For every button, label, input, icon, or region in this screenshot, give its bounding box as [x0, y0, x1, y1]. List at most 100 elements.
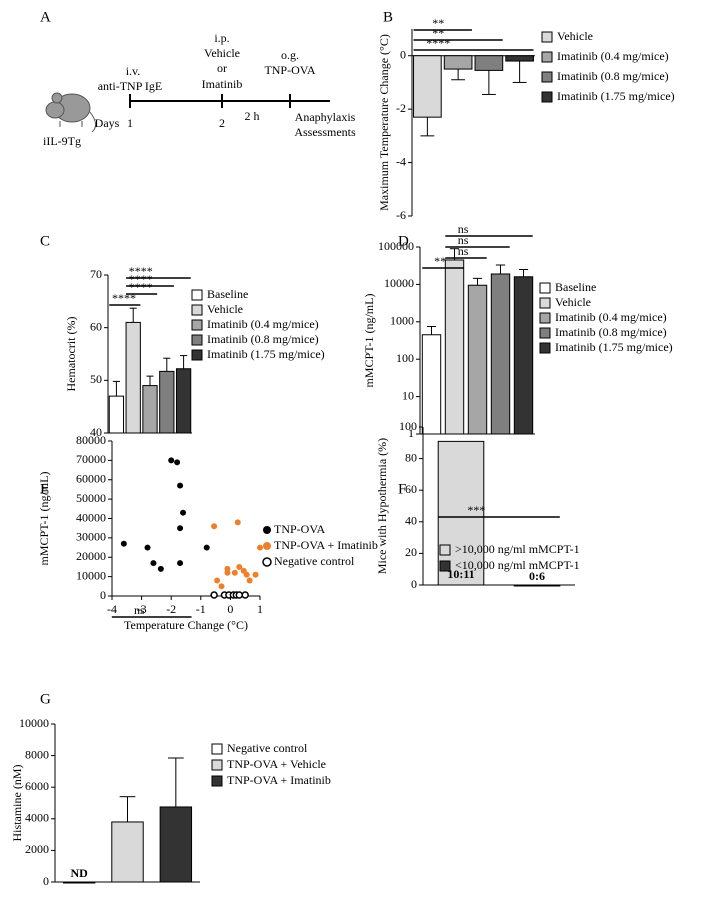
y-tick-label: 70 — [90, 267, 102, 281]
bar — [111, 821, 144, 883]
legend-swatch — [539, 312, 551, 324]
significance-label: **** — [129, 264, 153, 278]
legend-swatch — [191, 304, 203, 316]
y-tick-label: 20000 — [76, 549, 106, 563]
significance-label: ** — [434, 254, 446, 268]
point — [231, 569, 238, 576]
point — [234, 519, 241, 526]
bar — [142, 385, 158, 434]
label: or — [217, 61, 227, 75]
legend-label: Baseline — [555, 280, 596, 294]
point — [224, 569, 231, 576]
panel-label: E — [40, 481, 49, 497]
y-tick-label: -6 — [396, 208, 406, 222]
legend-marker — [262, 557, 272, 567]
legend-swatch — [539, 297, 551, 309]
legend-label: <10,000 ng/ml mMCPT-1 — [455, 558, 580, 572]
point — [150, 560, 157, 567]
legend-label: Vehicle — [557, 29, 593, 43]
bar — [490, 273, 511, 435]
y-tick-label: -2 — [396, 101, 406, 115]
y-axis-label: Maximum Temperature Change (°C) — [377, 34, 391, 211]
point — [241, 591, 249, 599]
y-tick-label: 40000 — [76, 510, 106, 524]
legend-label: Negative control — [227, 741, 308, 755]
y-tick-label: 100 — [399, 419, 417, 433]
legend-label: TNP-OVA — [274, 522, 325, 536]
point — [144, 544, 151, 551]
legend-label: Vehicle — [555, 295, 591, 309]
y-tick-label: 0 — [100, 588, 106, 602]
label: Vehicle — [204, 46, 240, 60]
legend-swatch — [191, 319, 203, 331]
bar — [513, 276, 534, 435]
y-tick-label: 0 — [411, 577, 417, 591]
y-axis-label: mMCPT-1 (ng/mL) — [37, 472, 51, 566]
legend-swatch — [541, 91, 553, 103]
bar — [413, 55, 442, 118]
point — [177, 560, 184, 567]
legend-label: Imatinib (1.75 mg/mice) — [555, 340, 673, 354]
x-tick-label: -2 — [166, 602, 176, 616]
legend-swatch — [539, 282, 551, 294]
y-tick-label: 40 — [405, 514, 417, 528]
point — [174, 459, 181, 466]
legend-label: Baseline — [207, 287, 248, 301]
legend-swatch — [539, 342, 551, 354]
x-tick-label: 0 — [227, 602, 233, 616]
legend-label: >10,000 ng/ml mMCPT-1 — [455, 542, 580, 556]
legend-swatch — [541, 31, 553, 43]
significance-label: ns — [458, 233, 469, 247]
y-tick-label: 8000 — [25, 747, 49, 761]
legend-label: Imatinib (0.4 mg/mice) — [555, 310, 667, 324]
legend-label: TNP-OVA + Imatinib — [274, 538, 378, 552]
x-tick-label: -1 — [196, 602, 206, 616]
y-tick-label: -4 — [396, 154, 406, 168]
y-tick-label: 60000 — [76, 472, 106, 486]
panel-label: C — [40, 233, 50, 249]
y-axis-label: mMCPT-1 (ng/mL) — [362, 294, 376, 388]
panel-label: B — [383, 9, 393, 25]
significance-label: ** — [432, 26, 444, 40]
x-axis-label: Temperature Change (°C) — [124, 618, 248, 632]
legend-label: Negative control — [274, 554, 355, 568]
bar — [421, 334, 442, 435]
y-axis-label: Hematocrit (%) — [64, 317, 78, 392]
point — [203, 544, 210, 551]
legend-label: Imatinib (0.8 mg/mice) — [207, 332, 319, 346]
legend-swatch — [439, 544, 451, 556]
y-tick-label: 20 — [405, 545, 417, 559]
legend-label: Imatinib (1.75 mg/mice) — [207, 347, 325, 361]
label: 2 h — [245, 109, 260, 123]
y-axis-label: Mice with Hypothermia (%) — [375, 438, 389, 574]
label: Days — [95, 116, 120, 130]
legend-label: Imatinib (0.4 mg/mice) — [207, 317, 319, 331]
panel-label: A — [40, 9, 51, 25]
legend-swatch — [191, 334, 203, 346]
label: 1 — [127, 116, 133, 130]
legend-swatch — [211, 759, 223, 771]
y-tick-label: 0 — [43, 874, 49, 888]
legend-marker — [263, 526, 271, 534]
y-tick-label: 50 — [90, 372, 102, 386]
legend-swatch — [541, 51, 553, 63]
point — [235, 591, 244, 599]
label: iIL-9Tg — [43, 134, 81, 148]
x-tick-label: -3 — [137, 602, 147, 616]
legend-swatch — [539, 327, 551, 339]
significance-label: ** — [432, 16, 444, 30]
legend-swatch — [191, 349, 203, 361]
panel-label: D — [398, 233, 409, 249]
bar — [125, 321, 141, 434]
x-tick-label: 1 — [257, 602, 263, 616]
y-tick-label: 40 — [90, 425, 102, 439]
panel-a: i.v. anti-TNP IgE i.p. Vehicle or Imatin… — [43, 31, 356, 148]
label: Assessments — [294, 125, 356, 139]
point — [252, 571, 259, 578]
y-tick-label: 10000 — [384, 276, 414, 290]
legend-label: Imatinib (0.8 mg/mice) — [555, 325, 667, 339]
point — [180, 509, 187, 516]
label: Anaphylaxis — [295, 110, 356, 124]
y-tick-label: 0 — [400, 47, 406, 61]
